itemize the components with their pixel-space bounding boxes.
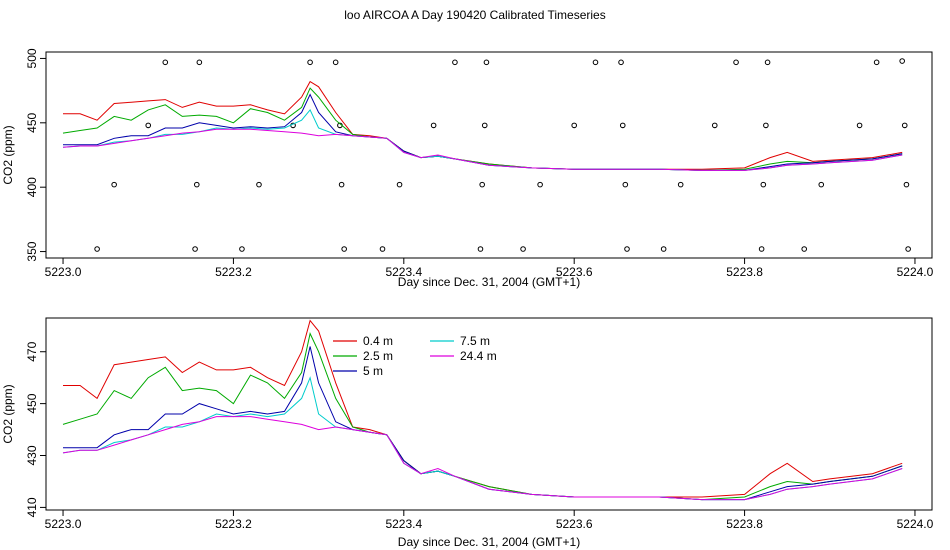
legend: 0.4 m2.5 m5 m 7.5 m24.4 m <box>333 334 497 378</box>
x-tick-label: 5224.0 <box>897 265 934 279</box>
y-axis-ticks: 350 400 450 500 <box>25 48 46 262</box>
data-point <box>162 59 169 66</box>
data-point <box>341 246 347 252</box>
data-point <box>903 181 910 188</box>
data-point <box>622 181 629 188</box>
data-point <box>145 122 152 129</box>
data-point <box>111 181 117 188</box>
data-point <box>452 59 458 66</box>
data-point <box>763 122 769 129</box>
data-point <box>193 181 200 188</box>
y-tick-label: 410 <box>25 497 39 517</box>
data-point <box>660 246 667 252</box>
data-point <box>338 181 345 188</box>
top-chart-marks <box>62 58 911 252</box>
x-tick-label: 5223.6 <box>556 517 593 531</box>
data-point <box>396 181 403 188</box>
bottom-chart-series <box>62 319 903 501</box>
data-point <box>481 122 488 129</box>
x-tick-label: 5223.4 <box>385 517 422 531</box>
legend-label: 5 m <box>363 364 383 378</box>
data-point <box>899 58 905 64</box>
series-line <box>63 319 903 498</box>
data-point <box>618 59 624 66</box>
data-point <box>256 181 262 188</box>
data-point <box>520 246 526 252</box>
data-point <box>479 181 485 188</box>
data-point <box>430 122 437 129</box>
data-point <box>733 59 739 66</box>
y-tick-label: 500 <box>25 48 39 68</box>
x-tick-label: 5223.2 <box>215 265 252 279</box>
series-line <box>62 376 903 501</box>
y-tick-label: 400 <box>25 177 39 197</box>
data-point <box>571 122 577 129</box>
x-axis-ticks: 5223.0 5223.2 5223.4 5223.6 5223.8 5224.0 <box>45 510 934 531</box>
x-tick-label: 5223.8 <box>726 265 763 279</box>
data-point <box>905 246 911 252</box>
data-point <box>192 246 198 252</box>
plot-frame <box>45 317 933 511</box>
figure-title: loo AIRCOA A Day 190420 Calibrated Times… <box>344 8 606 22</box>
y-tick-label: 350 <box>25 241 39 261</box>
legend-label: 0.4 m <box>363 334 393 348</box>
data-point <box>379 246 386 252</box>
data-point <box>801 246 808 252</box>
data-point <box>477 246 484 252</box>
plot-frame <box>45 51 933 259</box>
x-tick-label: 5223.6 <box>556 265 593 279</box>
data-point <box>818 181 825 188</box>
data-point <box>873 59 880 66</box>
data-point <box>624 246 630 252</box>
series-line <box>62 128 903 171</box>
series-line <box>63 80 903 170</box>
data-point <box>711 122 718 129</box>
x-tick-label: 5223.8 <box>726 517 763 531</box>
y-tick-label: 470 <box>25 341 39 361</box>
data-point <box>901 122 908 129</box>
y-axis-ticks: 410 430 450 470 <box>25 341 46 517</box>
data-point <box>677 181 684 188</box>
x-axis-label: Day since Dec. 31, 2004 (GMT+1) <box>398 275 580 289</box>
data-point <box>764 59 771 66</box>
x-axis-ticks: 5223.0 5223.2 5223.4 5223.6 5223.8 5224.0 <box>45 258 934 279</box>
data-point <box>537 181 543 188</box>
data-point <box>592 59 599 66</box>
x-tick-label: 5223.0 <box>45 265 82 279</box>
data-point <box>332 59 339 66</box>
top-scatter-chart: 5223.0 5223.2 5223.4 5223.6 5223.8 5224.0 350… <box>1 48 934 289</box>
x-axis-label: Day since Dec. 31, 2004 (GMT+1) <box>398 535 580 549</box>
data-point <box>760 181 767 188</box>
series-line <box>62 87 903 171</box>
data-point <box>307 59 313 66</box>
y-tick-label: 450 <box>25 112 39 132</box>
x-tick-label: 5223.2 <box>215 517 252 531</box>
y-axis-label: CO2 (ppm) <box>1 125 15 184</box>
x-tick-label: 5223.4 <box>385 265 422 279</box>
y-axis-label: CO2 (ppm) <box>1 384 15 443</box>
legend-label: 7.5 m <box>460 334 490 348</box>
legend-label: 24.4 m <box>460 349 497 363</box>
series-line <box>62 332 903 501</box>
y-tick-label: 430 <box>25 445 39 465</box>
data-point <box>758 246 765 252</box>
data-point <box>619 122 626 129</box>
data-point <box>856 122 863 129</box>
series-line <box>62 416 903 501</box>
legend-label: 2.5 m <box>363 349 393 363</box>
y-tick-label: 450 <box>25 393 39 413</box>
data-point <box>196 59 203 66</box>
data-point <box>94 246 100 252</box>
data-point <box>483 59 490 66</box>
x-tick-label: 5224.0 <box>897 517 934 531</box>
data-point <box>239 246 245 252</box>
x-tick-label: 5223.0 <box>45 517 82 531</box>
